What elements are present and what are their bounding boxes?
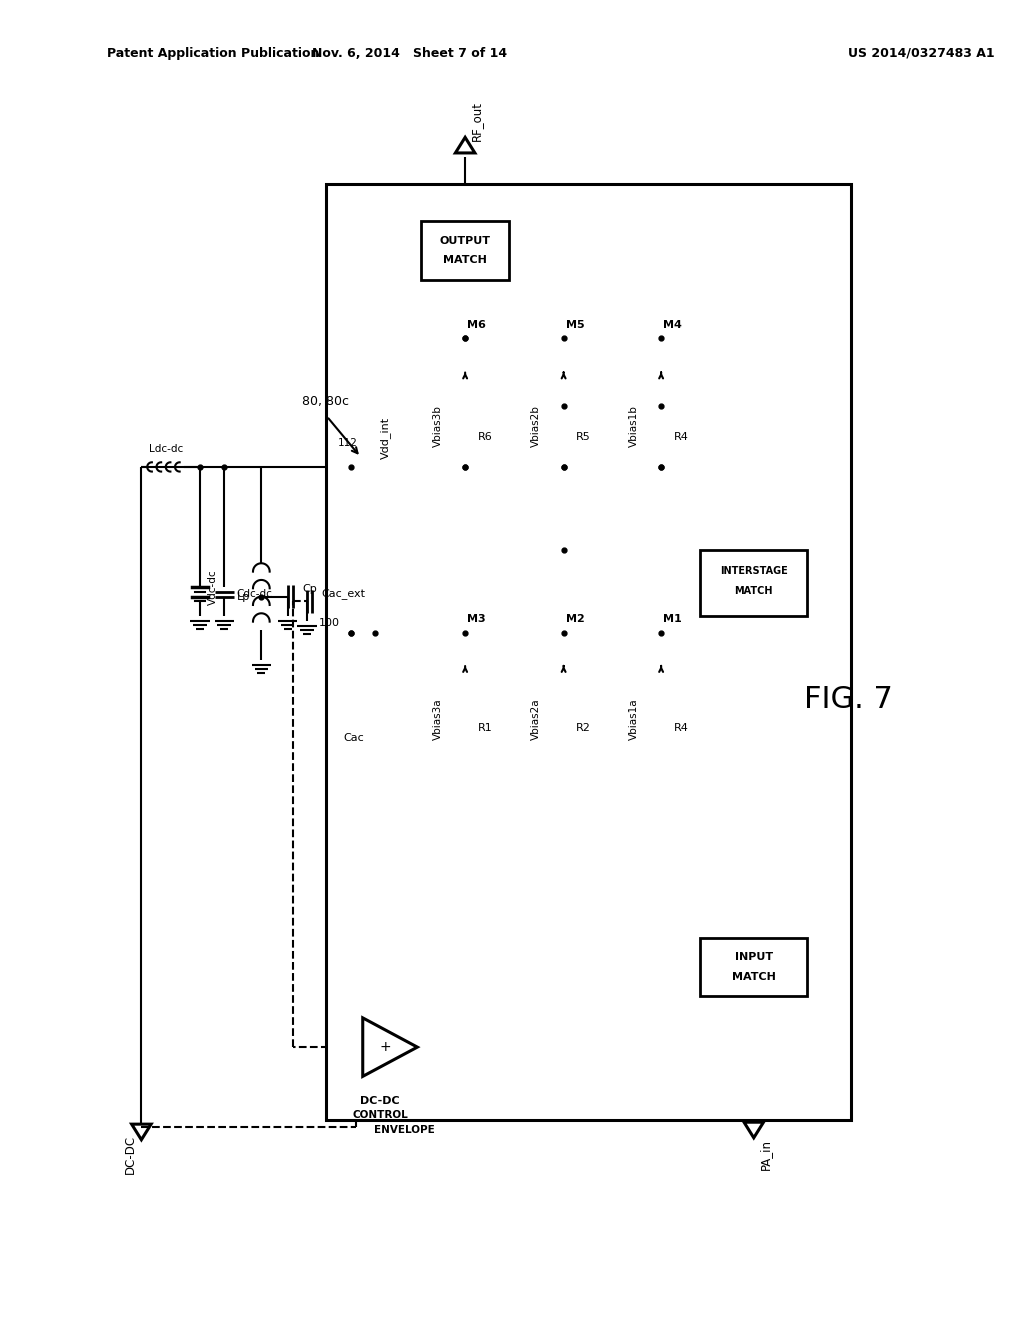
Text: Vbias3a: Vbias3a [433,698,442,741]
Text: ENVELOPE: ENVELOPE [375,1125,435,1135]
Text: M1: M1 [664,614,682,624]
Text: Vbias2b: Vbias2b [531,405,542,447]
Text: Cp: Cp [302,583,317,594]
Text: MATCH: MATCH [734,586,773,595]
Text: 100: 100 [318,618,339,628]
Text: FIG. 7: FIG. 7 [804,685,893,714]
Text: CONTROL: CONTROL [352,1110,409,1121]
Text: R4: R4 [674,432,689,442]
Text: PA_in: PA_in [759,1139,772,1170]
Text: 112: 112 [338,437,357,447]
Bar [326,185,851,1121]
Text: R2: R2 [577,723,591,733]
Text: INTERSTAGE: INTERSTAGE [720,566,787,577]
Text: M4: M4 [664,319,682,330]
Text: Cdc-dc: Cdc-dc [236,589,271,599]
Text: RF_out: RF_out [470,100,483,141]
Bar [700,939,807,997]
Text: Lp: Lp [237,591,250,602]
Text: MATCH: MATCH [732,972,776,982]
Text: DC-DC: DC-DC [360,1096,400,1106]
Text: Ldc-dc: Ldc-dc [148,445,183,454]
Text: Vdc-dc: Vdc-dc [208,569,218,605]
Text: MATCH: MATCH [443,255,487,265]
Text: Vbias1a: Vbias1a [629,698,639,741]
Text: Patent Application Publication: Patent Application Publication [108,48,319,59]
Text: 80, 80c: 80, 80c [302,395,349,408]
Text: OUTPUT: OUTPUT [439,236,490,246]
Text: Vbias3b: Vbias3b [433,405,442,447]
Text: INPUT: INPUT [734,953,773,962]
Text: M3: M3 [467,614,485,624]
Text: M2: M2 [565,614,585,624]
Text: DC-DC: DC-DC [124,1135,136,1173]
Text: M6: M6 [467,319,486,330]
Text: Vdd_int: Vdd_int [380,417,391,459]
Text: Cac_ext: Cac_ext [322,589,366,599]
Text: R4: R4 [674,723,689,733]
Bar [421,222,509,280]
Text: Vbias1b: Vbias1b [629,405,639,447]
Text: Cac: Cac [343,733,364,743]
Text: M5: M5 [565,319,584,330]
Text: R5: R5 [577,432,591,442]
Text: US 2014/0327483 A1: US 2014/0327483 A1 [848,48,995,59]
Text: Vbias2a: Vbias2a [531,698,542,741]
Text: R6: R6 [478,432,493,442]
Bar [700,550,807,616]
Text: +: + [379,1040,391,1055]
Text: Nov. 6, 2014   Sheet 7 of 14: Nov. 6, 2014 Sheet 7 of 14 [312,48,507,59]
Text: R1: R1 [478,723,493,733]
